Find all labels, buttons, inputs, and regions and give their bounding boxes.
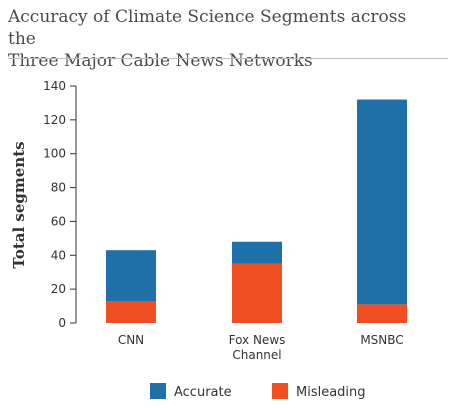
legend: Accurate Misleading bbox=[150, 383, 366, 400]
chart-title-line-2: Three Major Cable News Networks bbox=[8, 51, 313, 71]
y-tick-label: 60 bbox=[51, 214, 66, 228]
bars bbox=[106, 99, 407, 323]
y-tick-label: 140 bbox=[43, 79, 66, 93]
category-label: Channel bbox=[232, 348, 281, 362]
bar-accurate-msnbc bbox=[357, 99, 407, 305]
y-tick-label: 100 bbox=[43, 147, 66, 161]
y-tick-label: 80 bbox=[51, 181, 66, 195]
chart-title: Accuracy of Climate Science Segments acr… bbox=[8, 6, 438, 72]
bar-accurate-cnn bbox=[106, 250, 156, 301]
y-tick-label: 0 bbox=[58, 316, 66, 330]
y-axis-ticks: 0 20 40 60 80 100 120 140 bbox=[43, 79, 76, 330]
y-tick-label: 20 bbox=[51, 282, 66, 296]
bar-misleading-cnn bbox=[106, 300, 156, 323]
bar-misleading-fox-news-channel bbox=[232, 263, 282, 323]
y-tick-label: 120 bbox=[43, 113, 66, 127]
y-axis-label: Total segments bbox=[10, 141, 28, 268]
legend-label-misleading: Misleading bbox=[296, 385, 366, 400]
legend-label-accurate: Accurate bbox=[174, 385, 232, 400]
category-label: MSNBC bbox=[360, 333, 403, 347]
title-divider bbox=[8, 58, 448, 59]
y-tick-label: 40 bbox=[51, 248, 66, 262]
bar-misleading-msnbc bbox=[357, 304, 407, 323]
chart-title-line-1: Accuracy of Climate Science Segments acr… bbox=[8, 7, 407, 49]
legend-swatch-accurate bbox=[150, 383, 166, 399]
legend-swatch-misleading bbox=[272, 383, 288, 399]
category-label: Fox News bbox=[229, 333, 286, 347]
category-label: CNN bbox=[118, 333, 144, 347]
bar-accurate-fox-news-channel bbox=[232, 241, 282, 264]
